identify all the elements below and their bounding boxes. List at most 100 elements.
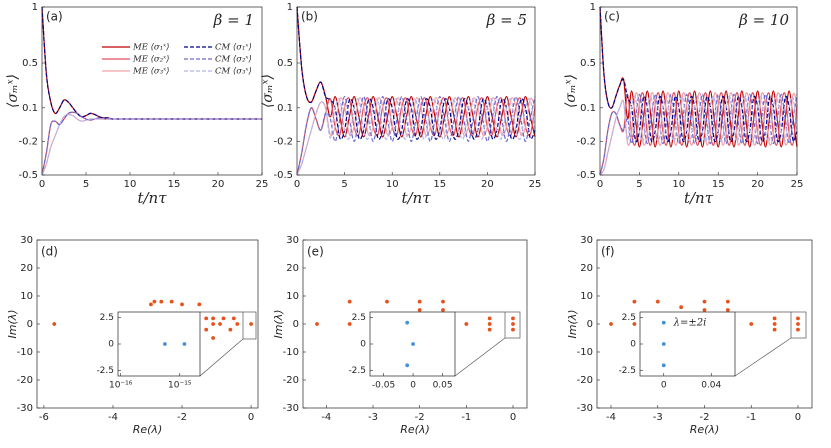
x-tick-label: 20 — [481, 179, 494, 190]
point — [441, 308, 445, 312]
annotation: β = 5 — [486, 11, 527, 29]
y-axis-label: ⟨σₘˣ⟩ — [5, 74, 21, 108]
y-tick-label: 0.1 — [580, 103, 596, 114]
y-tick-label: -30 — [577, 403, 593, 414]
x-tick-label: -0.05 — [372, 381, 395, 391]
zoom-connector — [734, 337, 792, 377]
x-axis-label: Re(λ) — [133, 423, 163, 436]
point — [725, 308, 730, 312]
legend-label: ME ⟨σ₂ˣ⟩ — [132, 55, 169, 65]
axes-frame — [296, 6, 536, 176]
point — [772, 327, 777, 332]
panel-label: (e) — [307, 245, 324, 259]
axes-frame — [36, 239, 259, 409]
point — [221, 316, 226, 321]
y-tick-label: 2.5 — [622, 313, 636, 323]
annotation: β = 10 — [738, 11, 789, 29]
x-tick-label: -2 — [415, 412, 425, 423]
panel-label: (d) — [41, 245, 58, 259]
zoom-connector — [199, 338, 244, 377]
y-tick-label: 0 — [360, 340, 366, 350]
y-tick-label: 0 — [630, 340, 636, 350]
x-tick-label: 25 — [529, 179, 542, 190]
point — [725, 299, 730, 304]
x-tick-label: 20 — [751, 179, 764, 190]
series-line — [599, 6, 798, 148]
y-axis-label: ⟨σₘˣ⟩ — [563, 74, 579, 108]
y-tick-label: 0.1 — [277, 103, 293, 114]
series-line — [599, 95, 798, 176]
x-tick-label: -4 — [321, 412, 331, 423]
point — [632, 322, 637, 326]
point — [417, 308, 422, 312]
y-tick-label: 0.5 — [277, 58, 293, 69]
point — [511, 322, 515, 326]
y-tick-label: 30 — [20, 235, 33, 246]
legend-label: CM ⟨σ₃ˣ⟩ — [215, 67, 252, 77]
point — [204, 327, 209, 332]
point — [162, 342, 167, 346]
y-tick-label: -0.2 — [576, 136, 596, 147]
y-tick-label: 1 — [287, 2, 293, 13]
point — [152, 299, 157, 304]
axes-frame — [302, 239, 528, 409]
y-tick-label: 10 — [580, 291, 593, 302]
point — [772, 322, 777, 326]
y-tick-label: 2.5 — [352, 313, 366, 323]
point — [487, 322, 492, 326]
x-tick-label: 25 — [791, 179, 804, 190]
x-tick-label: -2 — [700, 412, 710, 423]
y-tick-label: 30 — [580, 235, 593, 246]
point — [405, 363, 410, 368]
point — [204, 316, 209, 321]
y-tick-label: 0.5 — [580, 58, 596, 69]
panel-label: (a) — [46, 10, 63, 24]
series-line — [296, 98, 536, 176]
y-tick-label: 20 — [580, 263, 593, 274]
axes-frame — [117, 311, 201, 377]
y-axis-label: Im(λ) — [6, 309, 19, 338]
point — [249, 322, 253, 326]
zoom-box — [242, 311, 257, 340]
point — [180, 302, 184, 307]
y-tick-label: -30 — [283, 403, 299, 414]
point — [211, 322, 216, 326]
y-tick-label: 20 — [286, 263, 299, 274]
point — [661, 342, 666, 346]
y-tick-label: 30 — [286, 235, 299, 246]
point — [159, 299, 164, 304]
inset-annotation: λ=±2i — [673, 318, 707, 329]
zoom-connector — [454, 337, 506, 377]
x-tick-label: 10⁻¹⁶ — [109, 381, 133, 391]
y-tick-label: -20 — [283, 375, 299, 386]
axes-background — [600, 7, 797, 175]
legend-label: ME ⟨σ₁ˣ⟩ — [132, 43, 169, 53]
x-tick-label: 0 — [510, 412, 516, 423]
point — [315, 322, 319, 326]
x-axis-label: t/nτ — [401, 189, 431, 207]
point — [385, 299, 389, 304]
x-tick-label: -3 — [653, 412, 663, 423]
x-tick-label: 0 — [294, 179, 300, 190]
series-line — [599, 6, 798, 143]
series-line — [41, 113, 262, 176]
point — [655, 299, 660, 304]
point — [411, 342, 415, 346]
point — [231, 316, 236, 321]
y-tick-label: 1 — [32, 2, 38, 13]
x-tick-label: 0 — [597, 179, 603, 190]
point — [796, 327, 800, 332]
y-tick-label: 20 — [20, 263, 33, 274]
axes-background — [297, 7, 535, 175]
x-axis-label: t/nτ — [684, 189, 714, 207]
y-tick-label: 0.5 — [22, 58, 38, 69]
y-tick-label: -10 — [577, 347, 593, 358]
point — [235, 322, 240, 326]
y-tick-label: -10 — [17, 347, 33, 358]
point — [661, 363, 666, 368]
y-tick-label: 0 — [293, 319, 299, 330]
y-tick-label: -0.2 — [273, 136, 293, 147]
x-tick-label: -4 — [606, 412, 616, 423]
point — [228, 327, 233, 332]
